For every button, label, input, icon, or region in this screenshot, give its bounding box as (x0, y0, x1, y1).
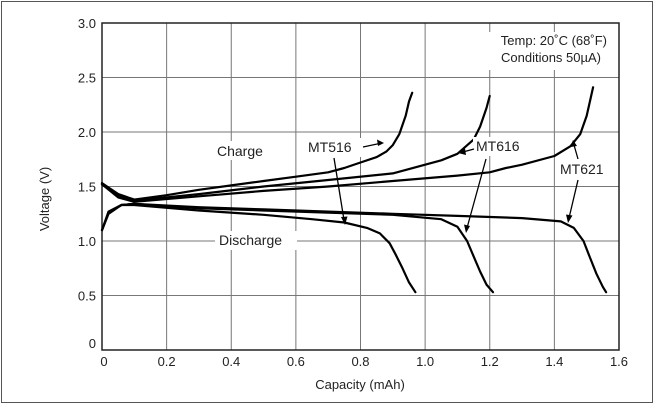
mt621-discharge-curve (100, 202, 608, 294)
x-tick-label: 0.8 (351, 354, 369, 369)
mt616-label: MT616 (476, 138, 520, 154)
y-tick-label: 0 (89, 336, 96, 351)
x-tick-label: 1.2 (481, 354, 499, 369)
mt616-charge-curve (100, 94, 491, 202)
x-tick-label: 1.4 (545, 354, 563, 369)
x-tick-label: 1.6 (610, 354, 628, 369)
mt621-charge-curve (100, 86, 595, 203)
mt516-label-bg (305, 138, 361, 157)
mt621-label: MT621 (560, 161, 604, 177)
mt616-discharge-arrow (464, 158, 487, 233)
y-tick-label: 0.5 (78, 289, 96, 304)
mt621-label-bg (557, 160, 613, 179)
note-conditions: Conditions 50µA) (501, 50, 601, 65)
mt621-discharge-arrow (566, 179, 579, 223)
mt621-charge-arrow (570, 140, 579, 160)
mt516-discharge-arrow (333, 157, 348, 225)
y-tick-label: 1.5 (78, 180, 96, 195)
x-axis-label: Capacity (mAh) (315, 377, 405, 392)
y-tick-label: 1.0 (78, 234, 96, 249)
y-axis-label: Voltage (V) (37, 167, 52, 231)
tick-labels: 0 0.2 0.4 0.6 0.8 1.0 1.2 1.4 1.6 0 0.5 1.0 1.5 2.0 2.… (78, 16, 628, 369)
y-tick-label: 3.0 (78, 16, 96, 31)
x-tick-label: 0 (100, 354, 107, 369)
plot-border (101, 22, 620, 351)
curves (100, 86, 608, 294)
mt516-charge-arrow (362, 139, 384, 148)
y-tick-label: 2.0 (78, 125, 96, 140)
grid (102, 23, 619, 350)
y-tick-label: 2.5 (78, 71, 96, 86)
x-tick-label: 0.2 (158, 354, 176, 369)
mt616-label-bg (473, 137, 529, 156)
mt516-label: MT516 (308, 139, 352, 155)
x-tick-label: 0.6 (287, 354, 305, 369)
note-temp: Temp: 20˚C (68˚F) (501, 33, 607, 48)
x-tick-label: 1.0 (416, 354, 434, 369)
discharge-label-bg (215, 231, 297, 250)
x-tick-label: 0.4 (222, 354, 240, 369)
mt616-charge-arrow (458, 148, 475, 155)
charge-label: Charge (217, 143, 263, 159)
notes-background (467, 32, 611, 70)
charge-label-bg (213, 141, 273, 160)
discharge-label: Discharge (219, 232, 282, 248)
